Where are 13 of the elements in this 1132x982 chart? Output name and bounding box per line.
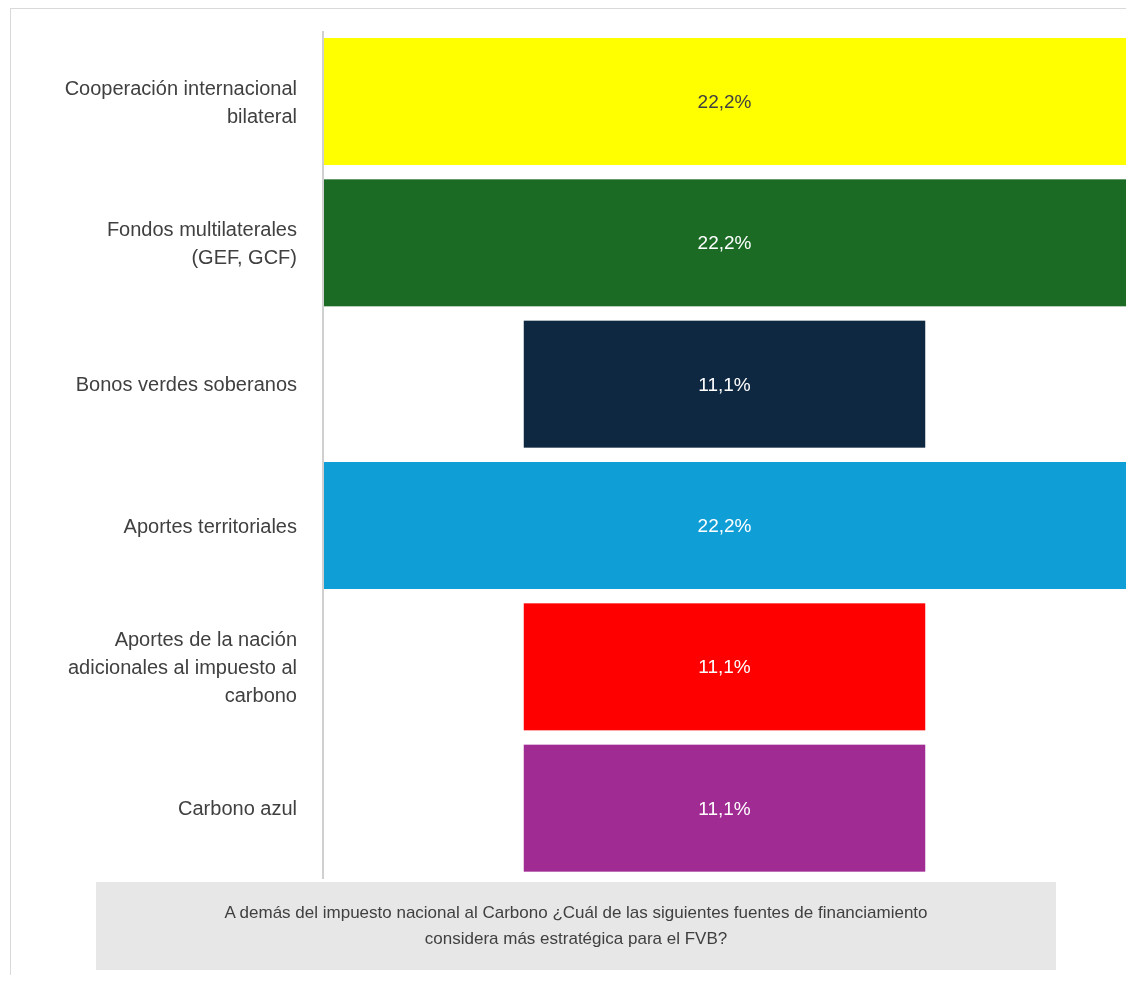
category-label: Fondos multilaterales (GEF, GCF)	[106, 218, 297, 268]
category-label: Bonos verdes soberanos	[75, 373, 297, 396]
data-label: 11,1%	[698, 656, 751, 678]
category-label: Cooperación internacional bilateral	[64, 76, 297, 127]
category-label: Aportes territoriales	[123, 514, 297, 537]
data-label: 22,2%	[697, 515, 752, 536]
text: A demás del impuesto nacional al Carbono ¿Cuál de las siguientes fuentes de financiamiento considera más estratégica para el FVB?	[96, 882, 1056, 970]
data-label: 22,2%	[697, 232, 752, 254]
category-label: Aportes de la nación adicionales al impuesto al carbono	[67, 628, 297, 706]
data-label: 11,1%	[698, 797, 751, 819]
category-label: Carbono azul	[178, 797, 297, 820]
data-label: 22,2%	[697, 91, 752, 112]
data-label: 11,1%	[698, 373, 751, 395]
